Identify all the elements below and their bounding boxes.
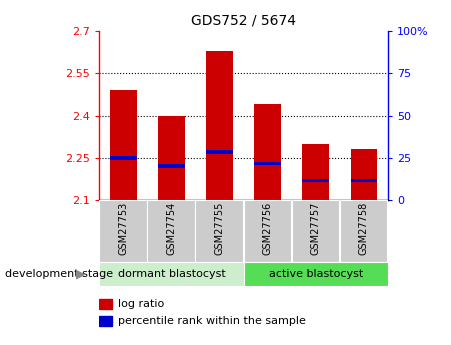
- Bar: [303, 179, 329, 182]
- Bar: [147, 200, 195, 262]
- Bar: [158, 165, 184, 168]
- Text: GSM27757: GSM27757: [311, 202, 321, 255]
- Bar: [350, 179, 377, 182]
- Bar: [254, 104, 281, 200]
- Text: active blastocyst: active blastocyst: [269, 269, 363, 279]
- Bar: [292, 200, 339, 262]
- Text: development stage: development stage: [5, 269, 116, 279]
- Bar: [254, 162, 281, 165]
- Bar: [99, 200, 147, 262]
- Bar: [244, 200, 291, 262]
- Text: ▶: ▶: [76, 268, 86, 281]
- Text: percentile rank within the sample: percentile rank within the sample: [118, 316, 306, 326]
- Text: GSM27755: GSM27755: [215, 202, 225, 255]
- Bar: [99, 299, 112, 309]
- Text: GSM27753: GSM27753: [118, 202, 128, 255]
- Bar: [110, 156, 137, 160]
- Bar: [99, 316, 112, 326]
- Text: GSM27756: GSM27756: [262, 202, 272, 255]
- Bar: [340, 200, 387, 262]
- Bar: [99, 262, 244, 286]
- Bar: [110, 90, 137, 200]
- Bar: [303, 144, 329, 200]
- Bar: [206, 51, 233, 200]
- Text: GSM27758: GSM27758: [359, 202, 369, 255]
- Text: log ratio: log ratio: [118, 299, 164, 309]
- Title: GDS752 / 5674: GDS752 / 5674: [191, 13, 296, 27]
- Bar: [350, 149, 377, 200]
- Bar: [206, 150, 233, 154]
- Text: dormant blastocyst: dormant blastocyst: [118, 269, 225, 279]
- Bar: [195, 200, 243, 262]
- Bar: [158, 116, 184, 200]
- Text: GSM27754: GSM27754: [166, 202, 176, 255]
- Bar: [244, 262, 388, 286]
